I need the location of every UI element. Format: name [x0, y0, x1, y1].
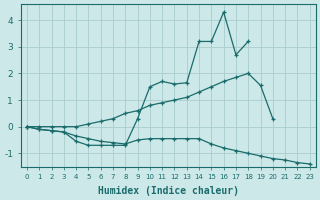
X-axis label: Humidex (Indice chaleur): Humidex (Indice chaleur)	[98, 186, 239, 196]
